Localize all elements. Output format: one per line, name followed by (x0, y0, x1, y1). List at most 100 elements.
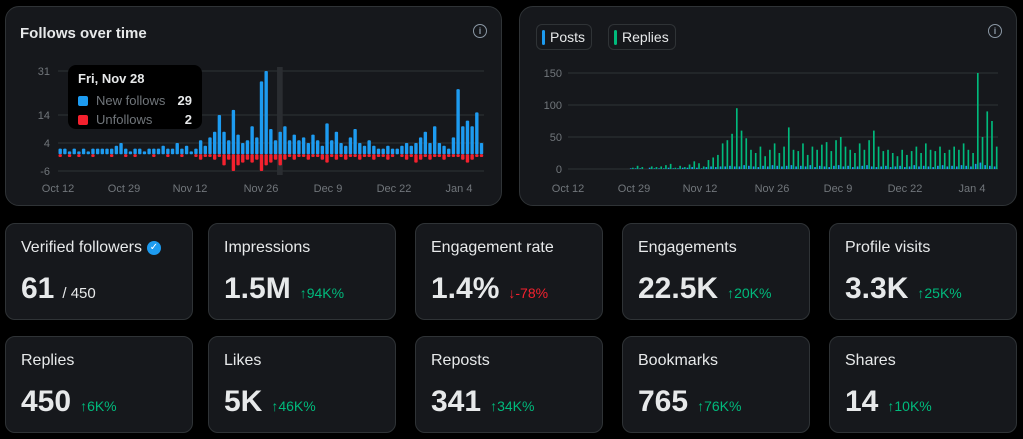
unfollows-bar[interactable] (479, 154, 484, 157)
posts-bar[interactable] (662, 168, 665, 169)
replies-bar[interactable] (906, 154, 908, 169)
unfollows-bar[interactable] (423, 154, 428, 157)
new-follows-bar[interactable] (353, 129, 357, 155)
posts-bar[interactable] (941, 165, 944, 169)
posts-bar[interactable] (696, 167, 698, 169)
stat-card-verified-followers[interactable]: Verified followers ✓ 61 / 450 (5, 223, 193, 320)
posts-bar[interactable] (927, 166, 930, 169)
posts-bar[interactable] (658, 168, 660, 169)
new-follows-bar[interactable] (367, 140, 371, 155)
replies-bar[interactable] (764, 156, 766, 169)
replies-bar[interactable] (655, 167, 658, 169)
unfollows-bar[interactable] (273, 154, 278, 160)
new-follows-bar[interactable] (109, 148, 114, 155)
posts-bar[interactable] (648, 167, 651, 169)
posts-bar[interactable] (861, 165, 864, 169)
stat-card-engagement-rate[interactable]: Engagement rate 1.4% ↓-78% (415, 223, 603, 320)
new-follows-bar[interactable] (77, 151, 81, 155)
new-follows-bar[interactable] (152, 148, 156, 155)
new-follows-bar[interactable] (273, 140, 278, 155)
new-follows-bar[interactable] (147, 148, 151, 155)
unfollows-bar[interactable] (358, 154, 362, 160)
posts-bar[interactable] (724, 166, 727, 169)
new-follows-bar[interactable] (269, 129, 273, 155)
unfollows-bar[interactable] (91, 154, 95, 157)
replies-bar[interactable] (773, 143, 776, 169)
posts-bar[interactable] (955, 166, 958, 169)
new-follows-bar[interactable] (297, 140, 301, 155)
unfollows-bar[interactable] (418, 154, 423, 160)
unfollows-bar[interactable] (259, 154, 264, 171)
replies-bar[interactable] (632, 167, 634, 169)
posts-bar[interactable] (894, 166, 897, 169)
unfollows-bar[interactable] (245, 154, 250, 160)
posts-bar[interactable] (667, 167, 670, 169)
replies-bar[interactable] (995, 146, 998, 169)
replies-bar[interactable] (792, 149, 795, 169)
posts-bar[interactable] (776, 165, 779, 169)
replies-bar[interactable] (712, 157, 715, 169)
unfollows-bar[interactable] (470, 154, 474, 160)
new-follows-bar[interactable] (241, 143, 245, 155)
posts-bar[interactable] (743, 165, 745, 169)
unfollows-bar[interactable] (287, 154, 292, 157)
replies-bar[interactable] (702, 166, 705, 169)
new-follows-bar[interactable] (255, 137, 259, 155)
posts-bar[interactable] (908, 166, 911, 169)
new-follows-bar[interactable] (315, 140, 320, 155)
unfollows-bar[interactable] (433, 154, 437, 157)
unfollows-bar[interactable] (325, 154, 329, 163)
new-follows-bar[interactable] (390, 148, 395, 155)
new-follows-bar[interactable] (330, 140, 334, 155)
replies-bar[interactable] (669, 163, 672, 169)
replies-bar[interactable] (684, 167, 686, 169)
replies-bar[interactable] (787, 127, 790, 169)
new-follows-bar[interactable] (358, 143, 362, 155)
posts-bar[interactable] (804, 166, 807, 169)
new-follows-bar[interactable] (142, 151, 147, 155)
posts-bar[interactable] (851, 167, 854, 169)
new-follows-bar[interactable] (451, 137, 456, 155)
posts-bar[interactable] (686, 167, 689, 169)
replies-bar[interactable] (740, 130, 743, 169)
unfollows-bar[interactable] (437, 154, 442, 157)
posts-bar[interactable] (913, 165, 916, 169)
new-follows-bar[interactable] (334, 131, 339, 155)
new-follows-bar[interactable] (81, 148, 86, 155)
posts-bar[interactable] (677, 168, 679, 169)
replies-bar[interactable] (754, 153, 757, 169)
posts-bar[interactable] (705, 167, 708, 169)
new-follows-bar[interactable] (287, 140, 292, 155)
replies-bar[interactable] (882, 151, 885, 169)
posts-bar[interactable] (918, 166, 920, 169)
new-follows-bar[interactable] (189, 151, 193, 155)
replies-bar[interactable] (688, 164, 691, 169)
replies-bar[interactable] (953, 146, 955, 169)
new-follows-bar[interactable] (227, 140, 231, 155)
replies-bar[interactable] (981, 137, 984, 169)
legend-item-replies[interactable]: Replies (608, 24, 676, 50)
replies-bar[interactable] (967, 149, 970, 169)
new-follows-bar[interactable] (278, 131, 282, 155)
unfollows-bar[interactable] (376, 154, 381, 157)
replies-bar[interactable] (934, 151, 937, 169)
stat-card-reposts[interactable]: Reposts 341 ↑34K% (415, 336, 603, 433)
new-follows-bar[interactable] (344, 145, 348, 155)
stat-card-replies[interactable]: Replies 450 ↑6K% (5, 336, 193, 433)
unfollows-bar[interactable] (217, 154, 222, 157)
posts-bar[interactable] (719, 166, 722, 169)
replies-bar[interactable] (943, 153, 946, 169)
new-follows-bar[interactable] (339, 143, 343, 155)
new-follows-bar[interactable] (386, 145, 390, 155)
follows-chart[interactable]: 31 14 4 -6 Oct 12 Oct 29 Nov 12 Nov 26 Dec 9 Dec … (6, 7, 503, 207)
unfollows-bar[interactable] (198, 154, 203, 160)
info-icon[interactable]: i (988, 24, 1002, 38)
posts-bar[interactable] (833, 165, 835, 169)
posts-bar[interactable] (960, 165, 963, 169)
unfollows-bar[interactable] (306, 154, 310, 160)
unfollows-bar[interactable] (409, 154, 413, 157)
stat-card-likes[interactable]: Likes 5K ↑46K% (208, 336, 396, 433)
new-follows-bar[interactable] (119, 143, 123, 155)
posts-bar[interactable] (785, 165, 788, 169)
posts-bar[interactable] (889, 167, 892, 169)
